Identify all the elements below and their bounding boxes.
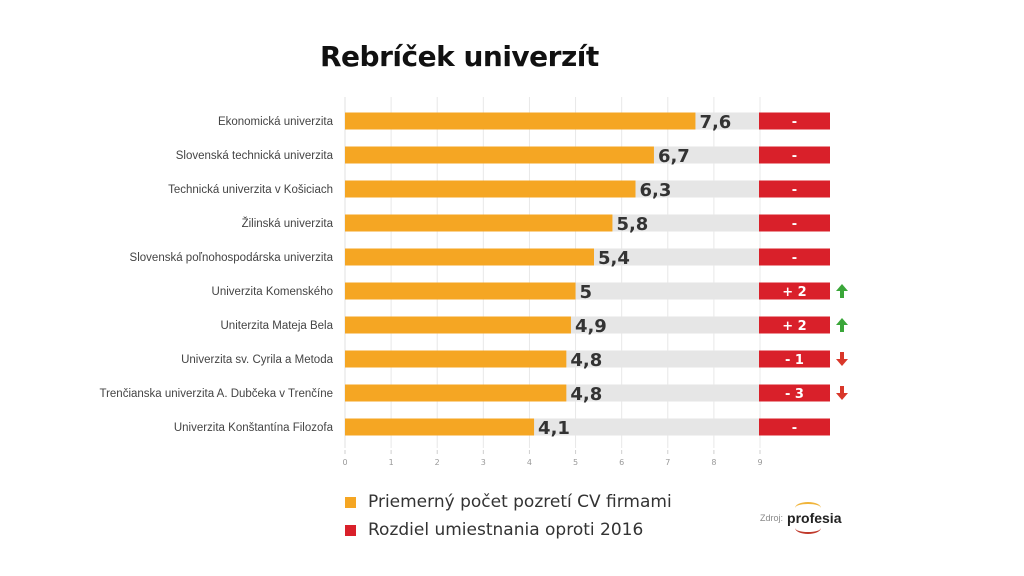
x-tick-label: 1 [389,458,394,467]
rank-change-label: - 1 [785,353,804,368]
rank-change-label: - 3 [785,387,804,402]
arrow-up-icon [836,284,848,298]
rank-change-label: - [792,217,797,232]
legend-item-views: Priemerný počet pozretí CV firmami [345,488,672,516]
rank-change-box [759,180,830,198]
bar-views [345,384,567,402]
legend-label-rank-change: Rozdiel umiestnania oproti 2016 [368,520,644,540]
arrow-down-icon [836,352,848,366]
rank-change-label: - [792,115,797,130]
rank-change-label: + 2 [782,319,806,334]
legend-label-views: Priemerný počet pozretí CV firmami [368,492,672,512]
rank-change-box [759,214,830,232]
legend-swatch-orange [345,496,356,508]
bar-views [345,418,535,436]
bar-value-label: 6,7 [658,146,690,167]
arrow-up-icon [836,318,848,332]
bar-views [345,146,654,164]
x-tick-label: 8 [711,458,716,467]
bar-views [345,248,594,266]
x-tick-label: 7 [665,458,670,467]
chart-title: Rebríček univerzít [320,40,599,73]
bar-value-label: 5 [580,282,593,303]
category-label: Trenčianska univerzita A. Dubčeka v Tren… [99,388,333,400]
category-label: Univerzita Komenského [212,286,333,298]
category-label: Slovenská poľnohospodárska univerzita [130,252,334,264]
category-label: Technická univerzita v Košiciach [168,184,333,196]
rank-change-label: + 2 [782,285,806,300]
category-label: Univerzita Konštantína Filozofa [174,422,334,434]
category-label: Slovenská technická univerzita [176,150,334,162]
bar-value-label: 7,6 [699,112,731,133]
x-tick-label: 0 [342,458,347,467]
bar-views [345,350,567,368]
rank-change-label: - [792,149,797,164]
bar-value-label: 6,3 [640,180,672,201]
profesia-logo: profesia [787,502,842,534]
x-tick-label: 4 [527,458,532,467]
x-tick-label: 5 [573,458,578,467]
rank-change-box [759,146,830,164]
x-tick-label: 9 [757,458,762,467]
rank-change-box [759,282,830,300]
rank-change-box [759,350,830,368]
category-label: Uniterzita Mateja Bela [221,320,334,332]
bar-views [345,180,636,198]
bar-value-label: 4,9 [575,316,607,337]
bar-value-label: 5,4 [598,248,630,269]
source-credit: Zdroj: profesia [760,502,842,534]
bar-value-label: 4,8 [570,350,602,371]
source-label: Zdroj: [760,513,784,523]
x-tick-label: 3 [481,458,486,467]
bar-views [345,214,613,232]
legend-swatch-red [345,524,356,536]
bar-views [345,316,571,334]
rank-change-label: - [792,421,797,436]
category-label: Žilinská univerzita [242,217,334,230]
rank-change-label: - [792,251,797,266]
legend: Priemerný počet pozretí CV firmami Rozdi… [345,488,672,544]
x-tick-label: 2 [435,458,440,467]
bar-value-label: 4,8 [570,384,602,405]
arrow-down-icon [836,386,848,400]
rank-change-label: - [792,183,797,198]
legend-item-rank-change: Rozdiel umiestnania oproti 2016 [345,516,672,544]
rank-change-box [759,384,830,402]
category-label: Ekonomická univerzita [218,116,334,128]
category-label: Univerzita sv. Cyrila a Metoda [181,354,333,366]
bar-value-label: 5,8 [616,214,648,235]
rank-change-box [759,316,830,334]
bar-value-label: 4,1 [538,418,570,439]
rank-change-box [759,248,830,266]
rank-change-box [759,418,830,436]
x-tick-label: 6 [619,458,624,467]
rank-change-box [759,112,830,130]
bar-views [345,112,696,130]
bar-views [345,282,576,300]
